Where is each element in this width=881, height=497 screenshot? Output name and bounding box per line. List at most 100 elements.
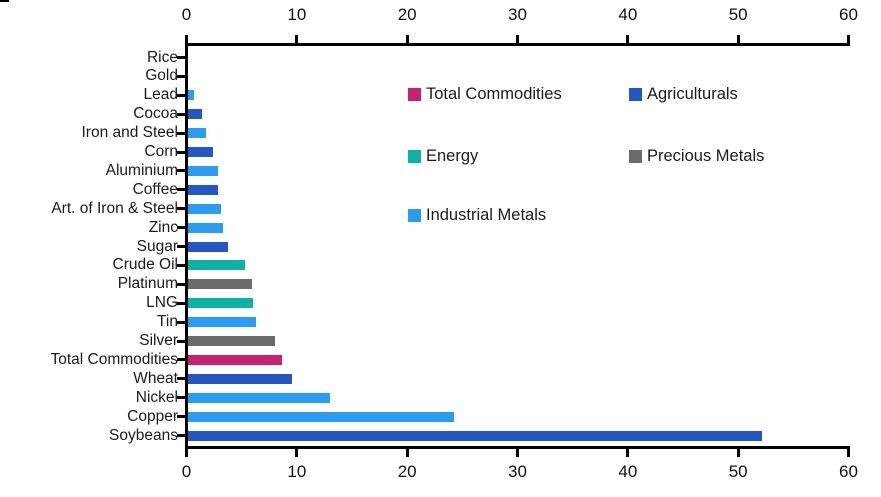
- bar-silver: [188, 336, 276, 346]
- y-axis-tick: [177, 358, 185, 362]
- y-axis-tick: [177, 245, 185, 248]
- y-axis-tick: [177, 131, 185, 135]
- y-axis-tick: [177, 301, 185, 305]
- y-axis-tick: [177, 74, 185, 78]
- y-axis-tick: [177, 112, 185, 116]
- legend-item-total-commodities: Total Commodities: [408, 84, 562, 104]
- category-label-cocoa: Cocoa: [133, 105, 178, 123]
- legend-swatch-agriculturals: [629, 87, 642, 101]
- x-tick-label: 40: [618, 5, 638, 24]
- category-label-wheat: Wheat: [133, 369, 178, 387]
- category-label-art-of-iron-steel: Art. of Iron & Steel: [51, 199, 178, 217]
- legend-label: Industrial Metals: [426, 205, 547, 224]
- x-tick-label: 60: [839, 5, 858, 24]
- category-label-iron-and-steel: Iron and Steel: [81, 124, 178, 142]
- bar-cocoa: [188, 109, 203, 120]
- y-axis-tick: [177, 396, 185, 400]
- bar-wheat: [188, 373, 292, 384]
- legend-label: Energy: [426, 146, 479, 165]
- y-axis-tick: [177, 188, 185, 192]
- legend-label: Precious Metals: [647, 146, 765, 165]
- y-axis-tick: [177, 169, 185, 173]
- x-axis-bottom-spine: [185, 446, 850, 449]
- x-axis-tick: [405, 35, 409, 43]
- x-axis-tick: [847, 449, 850, 457]
- x-axis-tick: [295, 35, 299, 43]
- x-tick-label: 50: [728, 5, 748, 24]
- x-tick-label: 40: [618, 462, 638, 481]
- legend-item-precious-metals: Precious Metals: [629, 146, 764, 166]
- y-axis-tick: [177, 226, 185, 230]
- x-tick-label: 10: [287, 5, 307, 24]
- y-axis-tick: [177, 207, 185, 211]
- category-label-gold: Gold: [145, 67, 178, 85]
- y-axis-tick: [177, 415, 185, 419]
- category-label-coffee: Coffee: [132, 180, 178, 198]
- x-axis-tick: [736, 449, 740, 457]
- legend-swatch-total-commodities: [408, 87, 421, 101]
- legend-label: Total Commodities: [426, 84, 562, 103]
- y-axis-spine: [185, 43, 188, 449]
- crop-artifact-mark: [0, 0, 9, 2]
- x-tick-label: 0: [181, 5, 192, 24]
- x-axis-tick: [847, 35, 850, 43]
- category-label-crude-oil: Crude Oil: [112, 256, 178, 274]
- legend-item-industrial-metals: Industrial Metals: [408, 205, 546, 225]
- y-axis-tick: [177, 320, 185, 324]
- y-axis-tick: [177, 377, 185, 381]
- category-label-lead: Lead: [143, 86, 178, 104]
- bar-nickel: [188, 392, 331, 403]
- x-axis-tick: [185, 449, 188, 457]
- bar-aluminium: [188, 165, 218, 176]
- legend-label: Agriculturals: [647, 84, 738, 103]
- category-label-lng: LNG: [146, 294, 178, 312]
- y-axis-tick: [177, 339, 185, 343]
- bar-lng: [188, 298, 254, 309]
- category-label-total-commodities: Total Commodities: [50, 350, 179, 368]
- legend-swatch-precious-metals: [629, 149, 642, 163]
- x-axis-tick: [626, 449, 630, 457]
- bar-platinum: [188, 279, 252, 290]
- category-label-copper: Copper: [127, 407, 178, 425]
- bar-zinc: [188, 222, 224, 233]
- category-label-nickel: Nickel: [135, 388, 178, 406]
- y-axis-tick: [177, 434, 185, 437]
- x-axis-tick: [185, 35, 188, 43]
- x-axis-tick: [405, 449, 409, 457]
- x-tick-label: 50: [728, 462, 748, 481]
- legend-swatch-industrial-metals: [408, 208, 421, 222]
- category-label-tin: Tin: [157, 313, 178, 331]
- legend-item-agriculturals: Agriculturals: [629, 84, 738, 104]
- category-label-corn: Corn: [144, 143, 178, 160]
- y-axis-tick: [177, 263, 185, 267]
- x-axis-top-spine: [185, 43, 850, 46]
- x-axis-tick: [626, 35, 630, 43]
- x-tick-label: 30: [508, 462, 527, 481]
- category-label-platinum: Platinum: [117, 275, 178, 293]
- x-tick-label: 20: [397, 462, 417, 481]
- bar-total-commodities: [188, 354, 282, 365]
- y-axis-tick: [177, 150, 185, 154]
- x-tick-label: 10: [287, 462, 307, 481]
- x-axis-tick: [295, 449, 299, 457]
- x-axis-tick: [516, 449, 519, 457]
- y-axis-tick: [177, 282, 185, 286]
- x-tick-label: 20: [397, 5, 417, 24]
- bar-sugar: [188, 241, 228, 252]
- y-axis-tick: [177, 93, 185, 97]
- category-label-silver: Silver: [139, 332, 178, 349]
- bar-soybeans: [188, 430, 762, 441]
- legend-swatch-energy: [408, 149, 421, 163]
- bar-iron-and-steel: [188, 128, 206, 139]
- y-axis-tick: [177, 56, 185, 59]
- bar-copper: [188, 411, 454, 422]
- bar-lead: [188, 90, 194, 101]
- x-axis-tick: [516, 35, 519, 43]
- category-label-zinc: Zinc: [148, 218, 178, 236]
- x-tick-label: 30: [508, 5, 527, 24]
- category-label-aluminium: Aluminium: [105, 161, 178, 179]
- x-tick-label: 0: [181, 462, 192, 481]
- x-tick-label: 60: [839, 462, 858, 481]
- bar-art-of-iron-steel: [188, 203, 222, 214]
